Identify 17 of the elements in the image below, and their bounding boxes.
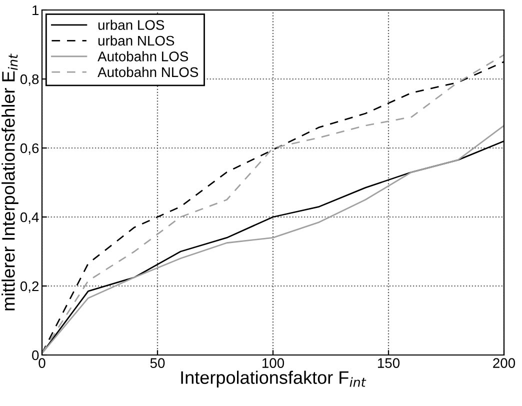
- y-tick-label: 0,6: [20, 143, 39, 155]
- legend-label: urban NLOS: [98, 35, 174, 46]
- x-tick-label: 100: [262, 358, 284, 368]
- legend-label: urban LOS: [98, 20, 164, 30]
- y-tick-label: 1: [32, 5, 39, 16]
- x-tick-label: 0: [38, 358, 46, 368]
- y-tick-label: 0,4: [20, 212, 39, 224]
- x-axis-title: Interpolationsfaktor F$_{int}$: [181, 370, 366, 388]
- y-tick-label: 0,2: [20, 281, 39, 293]
- x-tick-label: 150: [378, 358, 400, 368]
- legend-label: Autobahn LOS: [98, 51, 188, 62]
- y-tick-label: 0,8: [20, 74, 39, 86]
- x-tick-label: 50: [150, 358, 165, 368]
- y-axis-title: mittlerer Interpolationsfehler E$_{int}$: [2, 54, 18, 310]
- y-tick-label: 0: [32, 350, 39, 360]
- legend-label: Autobahn NLOS: [98, 66, 198, 78]
- x-tick-label: 200: [493, 358, 516, 368]
